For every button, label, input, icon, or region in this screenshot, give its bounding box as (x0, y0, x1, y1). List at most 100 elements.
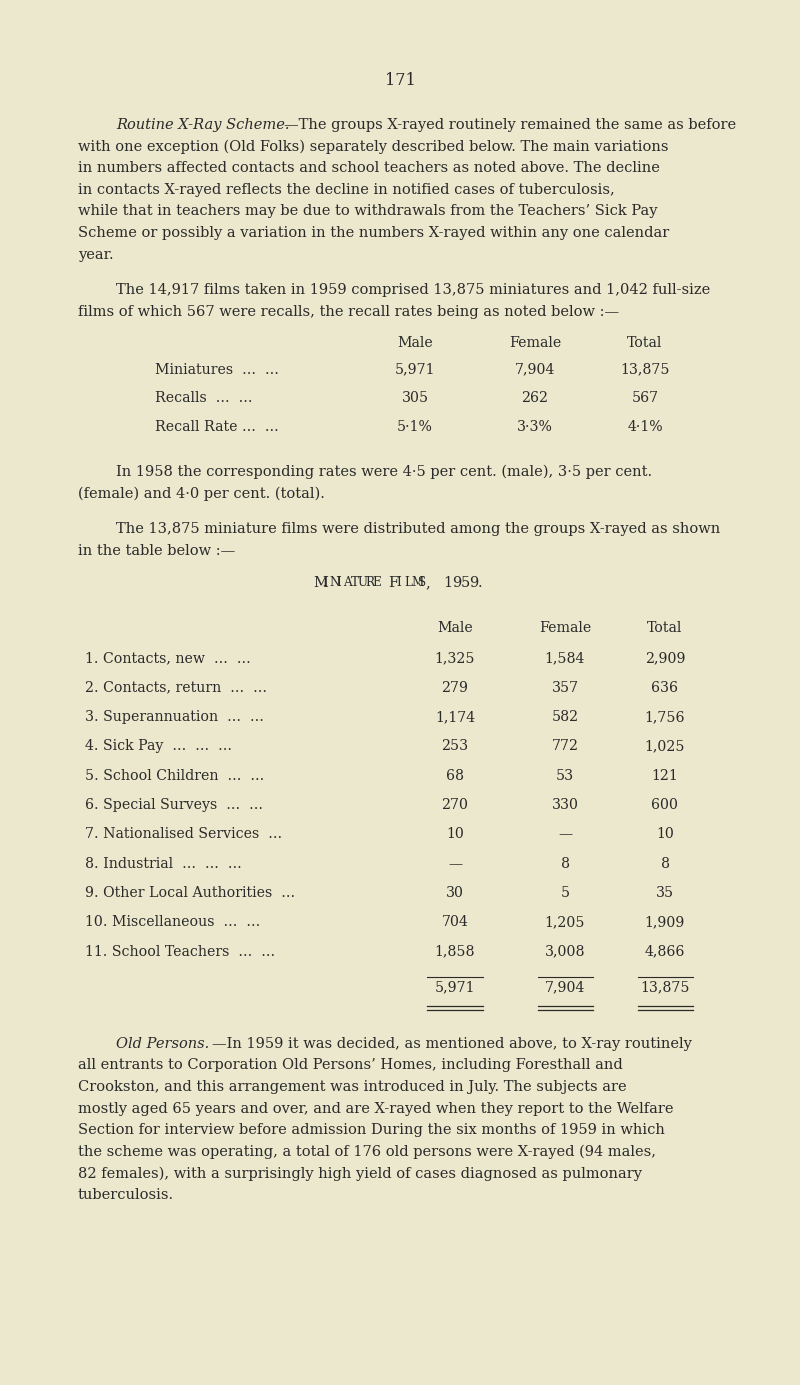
Text: 5,971: 5,971 (394, 363, 435, 377)
Text: I: I (336, 576, 341, 589)
Text: mostly aged 65 years and over, and are X-rayed when they report to the Welfare: mostly aged 65 years and over, and are X… (78, 1101, 674, 1115)
Text: 8: 8 (561, 857, 570, 871)
Text: 270: 270 (442, 798, 469, 812)
Text: 5: 5 (461, 576, 470, 590)
Text: in numbers affected contacts and school teachers as noted above. The decline: in numbers affected contacts and school … (78, 161, 660, 175)
Text: Total: Total (647, 620, 682, 634)
Text: 5. School Children  ...  ...: 5. School Children ... ... (85, 769, 264, 783)
Text: —: — (448, 857, 462, 871)
Text: 11. School Teachers  ...  ...: 11. School Teachers ... ... (85, 945, 275, 958)
Text: 6. Special Surveys  ...  ...: 6. Special Surveys ... ... (85, 798, 263, 812)
Text: In 1958 the corresponding rates were 4·5 per cent. (male), 3·5 per cent.: In 1958 the corresponding rates were 4·5… (116, 465, 652, 479)
Text: Female: Female (509, 337, 561, 350)
Text: 13,875: 13,875 (640, 981, 690, 994)
Text: 1,325: 1,325 (434, 651, 475, 665)
Text: 10: 10 (446, 827, 464, 841)
Text: N: N (329, 576, 340, 589)
Text: Female: Female (539, 620, 591, 634)
Text: the scheme was operating, a total of 176 old persons were X-rayed (94 males,: the scheme was operating, a total of 176… (78, 1144, 656, 1159)
Text: 567: 567 (631, 391, 658, 406)
Text: 1. Contacts, new  ...  ...: 1. Contacts, new ... ... (85, 651, 250, 665)
Text: Male: Male (437, 620, 473, 634)
Text: 5: 5 (561, 886, 570, 900)
Text: 1,584: 1,584 (545, 651, 585, 665)
Text: 636: 636 (651, 680, 678, 695)
Text: T: T (350, 576, 358, 589)
Text: 1,205: 1,205 (545, 915, 586, 929)
Text: 5,971: 5,971 (434, 981, 475, 994)
Text: Crookston, and this arrangement was introduced in July. The subjects are: Crookston, and this arrangement was intr… (78, 1080, 626, 1094)
Text: Miniatures  ...  ...: Miniatures ... ... (155, 363, 279, 377)
Text: ,: , (426, 576, 430, 590)
Text: 2. Contacts, return  ...  ...: 2. Contacts, return ... ... (85, 680, 267, 695)
Text: 772: 772 (551, 740, 578, 753)
Text: I: I (397, 576, 402, 589)
Text: —The groups X-rayed routinely remained the same as before: —The groups X-rayed routinely remained t… (285, 118, 737, 132)
Text: M: M (314, 576, 328, 590)
Text: year.: year. (78, 248, 114, 262)
Text: 357: 357 (551, 680, 578, 695)
Text: 10. Miscellaneous  ...  ...: 10. Miscellaneous ... ... (85, 915, 260, 929)
Text: 9. Other Local Authorities  ...: 9. Other Local Authorities ... (85, 886, 295, 900)
Text: 121: 121 (652, 769, 678, 783)
Text: 35: 35 (656, 886, 674, 900)
Text: 1,909: 1,909 (645, 915, 685, 929)
Text: in the table below :—: in the table below :— (78, 543, 235, 558)
Text: films of which 567 were recalls, the recall rates being as noted below :—: films of which 567 were recalls, the rec… (78, 305, 619, 319)
Text: 9: 9 (452, 576, 461, 590)
Text: 8. Industrial  ...  ...  ...: 8. Industrial ... ... ... (85, 857, 242, 871)
Text: .: . (478, 576, 482, 590)
Text: (female) and 4·0 per cent. (total).: (female) and 4·0 per cent. (total). (78, 486, 325, 501)
Text: 305: 305 (402, 391, 429, 406)
Text: The 14,917 films taken in 1959 comprised 13,875 miniatures and 1,042 full-size: The 14,917 films taken in 1959 comprised… (116, 283, 710, 298)
Text: 10: 10 (656, 827, 674, 841)
Text: —In 1959 it was decided, as mentioned above, to X-ray routinely: —In 1959 it was decided, as mentioned ab… (212, 1037, 692, 1051)
Text: 7,904: 7,904 (515, 363, 555, 377)
Text: Male: Male (397, 337, 433, 350)
Text: 30: 30 (446, 886, 464, 900)
Text: with one exception (Old Folks) separately described below. The main variations: with one exception (Old Folks) separatel… (78, 140, 669, 154)
Text: Scheme or possibly a variation in the numbers X-rayed within any one calendar: Scheme or possibly a variation in the nu… (78, 226, 670, 240)
Text: 330: 330 (551, 798, 578, 812)
Text: 262: 262 (522, 391, 549, 406)
Text: 1,174: 1,174 (435, 711, 475, 724)
Text: while that in teachers may be due to withdrawals from the Teachers’ Sick Pay: while that in teachers may be due to wit… (78, 205, 658, 219)
Text: U: U (358, 576, 368, 589)
Text: 1,756: 1,756 (645, 711, 686, 724)
Text: E: E (372, 576, 381, 589)
Text: 2,909: 2,909 (645, 651, 686, 665)
Text: 13,875: 13,875 (620, 363, 670, 377)
Text: 82 females), with a surprisingly high yield of cases diagnosed as pulmonary: 82 females), with a surprisingly high yi… (78, 1166, 642, 1180)
Text: I: I (322, 576, 326, 589)
Text: 582: 582 (551, 711, 578, 724)
Text: Recalls  ...  ...: Recalls ... ... (155, 391, 253, 406)
Text: F: F (388, 576, 398, 590)
Text: Recall Rate ...  ...: Recall Rate ... ... (155, 420, 278, 434)
Text: L: L (404, 576, 412, 589)
Text: 1,025: 1,025 (645, 740, 686, 753)
Text: 171: 171 (385, 72, 415, 89)
Text: tuberculosis.: tuberculosis. (78, 1188, 174, 1202)
Text: 5·1%: 5·1% (397, 420, 433, 434)
Text: 68: 68 (446, 769, 464, 783)
Text: 704: 704 (442, 915, 469, 929)
Text: 253: 253 (442, 740, 469, 753)
Text: 4·1%: 4·1% (627, 420, 663, 434)
Text: 9: 9 (470, 576, 478, 590)
Text: A: A (343, 576, 352, 589)
Text: 4. Sick Pay  ...  ...  ...: 4. Sick Pay ... ... ... (85, 740, 232, 753)
Text: 600: 600 (651, 798, 678, 812)
Text: 7. Nationalised Services  ...: 7. Nationalised Services ... (85, 827, 282, 841)
Text: M: M (411, 576, 423, 589)
Text: Old Persons.: Old Persons. (116, 1037, 210, 1051)
Text: in contacts X-rayed reflects the decline in notified cases of tuberculosis,: in contacts X-rayed reflects the decline… (78, 183, 614, 197)
Text: all entrants to Corporation Old Persons’ Homes, including Foresthall and: all entrants to Corporation Old Persons’… (78, 1058, 622, 1072)
Text: 3,008: 3,008 (545, 945, 586, 958)
Text: 7,904: 7,904 (545, 981, 585, 994)
Text: 279: 279 (442, 680, 469, 695)
Text: 4,866: 4,866 (645, 945, 685, 958)
Text: 1,858: 1,858 (434, 945, 475, 958)
Text: 8: 8 (661, 857, 670, 871)
Text: 1: 1 (443, 576, 452, 590)
Text: Total: Total (627, 337, 662, 350)
